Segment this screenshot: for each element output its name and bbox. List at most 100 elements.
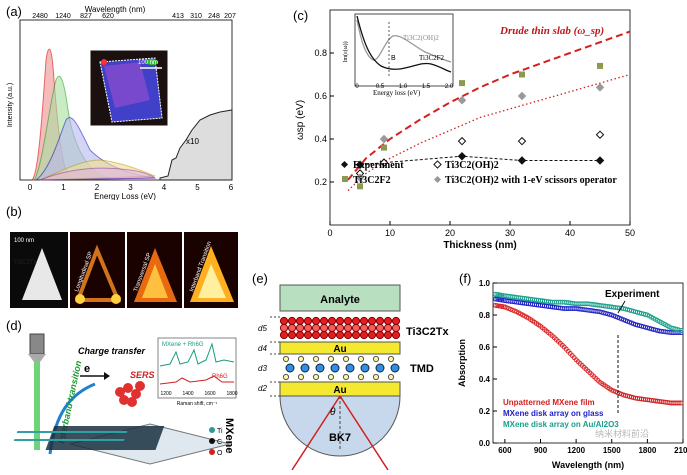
bottom-tick-label: 1 — [61, 183, 66, 192]
inset-x-tick-label: 1.5 — [422, 84, 431, 90]
tmd-label: TMD — [410, 363, 434, 375]
data-point — [357, 183, 363, 190]
inset-x-tick-label: 0.5 — [376, 84, 385, 90]
tmd-layer — [282, 355, 400, 381]
x-tick-label: 30 — [505, 228, 515, 238]
inset-marker-label: B — [391, 55, 396, 62]
data-point — [519, 71, 525, 78]
panel-a-ylabel: Intensity (a.u.) — [7, 83, 14, 127]
panel-d: (d) Interband transition Charge transfer… — [0, 314, 240, 470]
atom-legend: Ti C O — [209, 427, 223, 457]
x-tick-label: 40 — [565, 228, 575, 238]
top-tick-label: 620 — [102, 13, 114, 20]
spectrum-ticks: 1200 1400 1600 1800 — [160, 391, 237, 397]
mxene-atom — [359, 316, 369, 326]
inset-curve-oh — [356, 19, 452, 63]
inset-curve-f-label: Ti3C2F2 — [419, 54, 445, 62]
y-tick-label: 0.6 — [479, 343, 491, 352]
mxene-atom — [311, 323, 321, 333]
panel-d-label: (d) — [6, 318, 22, 333]
data-point — [457, 96, 467, 105]
spectrum-title: MXene + Rh6G — [162, 342, 204, 348]
bottom-tick-label: 6 — [229, 183, 234, 192]
x-tick-label: 2100 — [674, 446, 687, 455]
tmd-chalcogen — [387, 373, 395, 381]
spectrum-tick-label: 1200 — [160, 391, 171, 397]
panel-d-schematic: (d) Interband transition Charge transfer… — [6, 318, 238, 465]
tmd-chalcogen — [327, 355, 335, 363]
sers-spectrum — [157, 337, 237, 399]
mxene-atom — [311, 316, 321, 326]
mxene-atom — [279, 316, 289, 326]
data-point — [457, 151, 467, 161]
mxene-layer — [279, 316, 401, 340]
panel-e: (e) Analyte Ti3C2Tx Au TMD Au θ BK7 d5 d… — [250, 265, 450, 471]
mxene-atom — [319, 316, 329, 326]
data-point — [355, 160, 365, 170]
y-tick-label: 0.4 — [314, 134, 327, 144]
x-tick-label: 1200 — [567, 446, 585, 455]
x-tick-label: 0 — [327, 228, 332, 238]
mxene-atom — [311, 330, 321, 340]
mxene-atom — [383, 330, 393, 340]
data-point — [459, 80, 465, 87]
data-point — [517, 136, 527, 146]
mxene-atom — [383, 316, 393, 326]
tmd-chalcogen — [372, 355, 380, 363]
data-point — [517, 156, 527, 165]
spectrum-xlabel: Raman shift, cm⁻¹ — [177, 401, 218, 407]
mxene-atom — [367, 323, 377, 333]
analyte-layer — [279, 284, 401, 312]
mxene-atom — [287, 316, 297, 326]
tmd-chalcogen — [297, 355, 305, 363]
x-tick-label: 20 — [445, 228, 455, 238]
tmd-metal — [360, 363, 370, 373]
mxene-atom — [303, 323, 313, 333]
panel-c-ylabel: ωsp (eV) — [295, 100, 306, 140]
panel-b-label: (b) — [6, 204, 22, 219]
legend-marker-f — [342, 176, 348, 182]
mxene-atom — [279, 330, 289, 340]
data-point — [595, 156, 605, 165]
data-point — [355, 173, 365, 182]
tmd-chalcogen — [282, 355, 290, 363]
data-point — [595, 83, 605, 92]
laser-beam — [34, 362, 40, 450]
mxene-lattice — [13, 426, 165, 450]
spectrum-mxene-rh6g — [159, 342, 235, 367]
laser-head — [29, 333, 45, 355]
x10-label: x10 — [186, 137, 199, 146]
panel-b-maps: (b) 100 nm Ti3C2Tx Longitudinal SP Trans… — [6, 204, 238, 308]
mxene-atom — [327, 330, 337, 340]
y-tick-label: 0.8 — [314, 48, 327, 58]
mxene-atom — [303, 316, 313, 326]
mxene-atom — [351, 316, 361, 326]
data-point — [676, 327, 682, 333]
incident-ray — [291, 395, 341, 471]
data-point — [355, 169, 365, 178]
panel-f-legend: Unpatterned MXene film MXene disk array … — [503, 398, 619, 429]
y-tick-label: 0.8 — [479, 311, 491, 320]
watermark: 纳米材料前沿 — [595, 428, 649, 439]
mxene-atom — [327, 323, 337, 333]
top-tick-label: 2480 — [32, 13, 48, 20]
mxene-atom — [359, 323, 369, 333]
map-longitudinal-hotspot — [75, 294, 85, 304]
theta-label: θ — [330, 407, 336, 418]
map-longitudinal-hotspot — [111, 294, 121, 304]
data-point — [678, 400, 684, 406]
mxene-atom — [287, 323, 297, 333]
inset-curve-f — [356, 15, 452, 73]
panel-c-xlabel: Thickness (nm) — [443, 240, 516, 251]
mxene-atom — [303, 330, 313, 340]
tmd-chalcogen — [342, 373, 350, 381]
spectrum-tick-label: 1800 — [226, 391, 237, 397]
data-point — [678, 328, 684, 333]
spectrum-x10 — [159, 109, 233, 181]
top-tick-label: 310 — [190, 13, 202, 20]
au-bottom-label: Au — [333, 385, 346, 396]
tmd-metal — [285, 363, 295, 373]
legend-oh: Ti3C2(OH)2 — [445, 160, 499, 171]
y-tick-label: 0.0 — [479, 439, 491, 448]
tmd-chalcogen — [297, 373, 305, 381]
